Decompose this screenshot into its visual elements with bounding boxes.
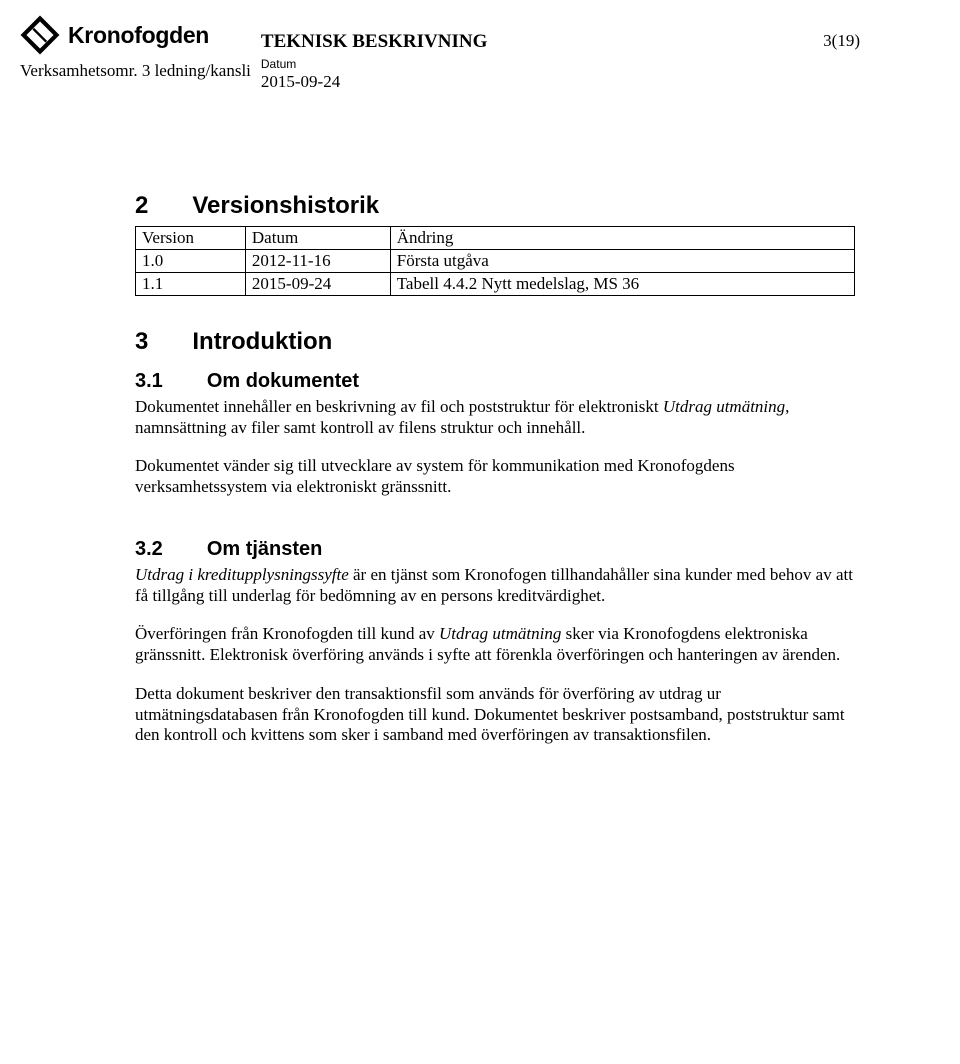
section-number: 2: [135, 192, 148, 220]
paragraph: Dokumentet innehåller en beskrivning av …: [135, 397, 855, 438]
paragraph: Överföringen från Kronofogden till kund …: [135, 624, 855, 665]
section-2-heading: 2 Versionshistorik: [135, 192, 860, 220]
table-cell: 1.1: [136, 273, 246, 296]
table-cell: Första utgåva: [390, 250, 854, 273]
section-title: Versionshistorik: [192, 192, 379, 220]
department-line: Verksamhetsomr. 3 ledning/kansli: [20, 61, 251, 81]
section-3-heading: 3 Introduktion: [135, 328, 860, 356]
table-cell: 1.0: [136, 250, 246, 273]
page-header: Kronofogden Verksamhetsomr. 3 ledning/ka…: [135, 15, 860, 92]
col-datum: Datum: [245, 227, 390, 250]
table-header-row: Version Datum Ändring: [136, 227, 855, 250]
org-name: Kronofogden: [68, 22, 209, 49]
italic-term: Utdrag utmätning: [439, 624, 561, 643]
table-cell: 2012-11-16: [245, 250, 390, 273]
section-title: Introduktion: [192, 328, 332, 356]
section-3-1-body: Dokumentet innehåller en beskrivning av …: [135, 397, 855, 498]
header-center: TEKNISK BESKRIVNING Datum 2015-09-24: [261, 31, 823, 92]
date-label: Datum: [261, 57, 823, 71]
logo-diamond-icon: [20, 15, 60, 55]
table-row: 1.12015-09-24Tabell 4.4.2 Nytt medelslag…: [136, 273, 855, 296]
subsection-number: 3.2: [135, 538, 163, 561]
col-version: Version: [136, 227, 246, 250]
subsection-title: Om tjänsten: [207, 538, 323, 561]
paragraph: Dokumentet vänder sig till utvecklare av…: [135, 456, 855, 497]
text-run: Överföringen från Kronofogden till kund …: [135, 624, 439, 643]
italic-term: Utdrag i kreditupplysningssyfte: [135, 565, 349, 584]
page-number: 3(19): [823, 31, 860, 51]
table-row: 1.02012-11-16Första utgåva: [136, 250, 855, 273]
section-3-2-body: Utdrag i kreditupplysningssyfte är en tj…: [135, 565, 855, 746]
table-cell: Tabell 4.4.2 Nytt medelslag, MS 36: [390, 273, 854, 296]
paragraph: Utdrag i kreditupplysningssyfte är en tj…: [135, 565, 855, 606]
section-3-1-heading: 3.1 Om dokumentet: [135, 370, 860, 393]
text-run: Dokumentet innehåller en beskrivning av …: [135, 397, 663, 416]
col-andring: Ändring: [390, 227, 854, 250]
paragraph: Detta dokument beskriver den transaktion…: [135, 684, 855, 746]
document-title: TEKNISK BESKRIVNING: [261, 31, 823, 53]
org-logo: Kronofogden: [20, 15, 251, 55]
table-cell: 2015-09-24: [245, 273, 390, 296]
document-page: Kronofogden Verksamhetsomr. 3 ledning/ka…: [0, 0, 960, 1064]
date-value: 2015-09-24: [261, 72, 823, 92]
section-number: 3: [135, 328, 148, 356]
subsection-title: Om dokumentet: [207, 370, 359, 393]
section-3-2-heading: 3.2 Om tjänsten: [135, 538, 860, 561]
subsection-number: 3.1: [135, 370, 163, 393]
italic-term: Utdrag utmätning: [663, 397, 785, 416]
version-history-table: Version Datum Ändring 1.02012-11-16Först…: [135, 226, 855, 296]
header-left: Kronofogden Verksamhetsomr. 3 ledning/ka…: [20, 15, 251, 81]
